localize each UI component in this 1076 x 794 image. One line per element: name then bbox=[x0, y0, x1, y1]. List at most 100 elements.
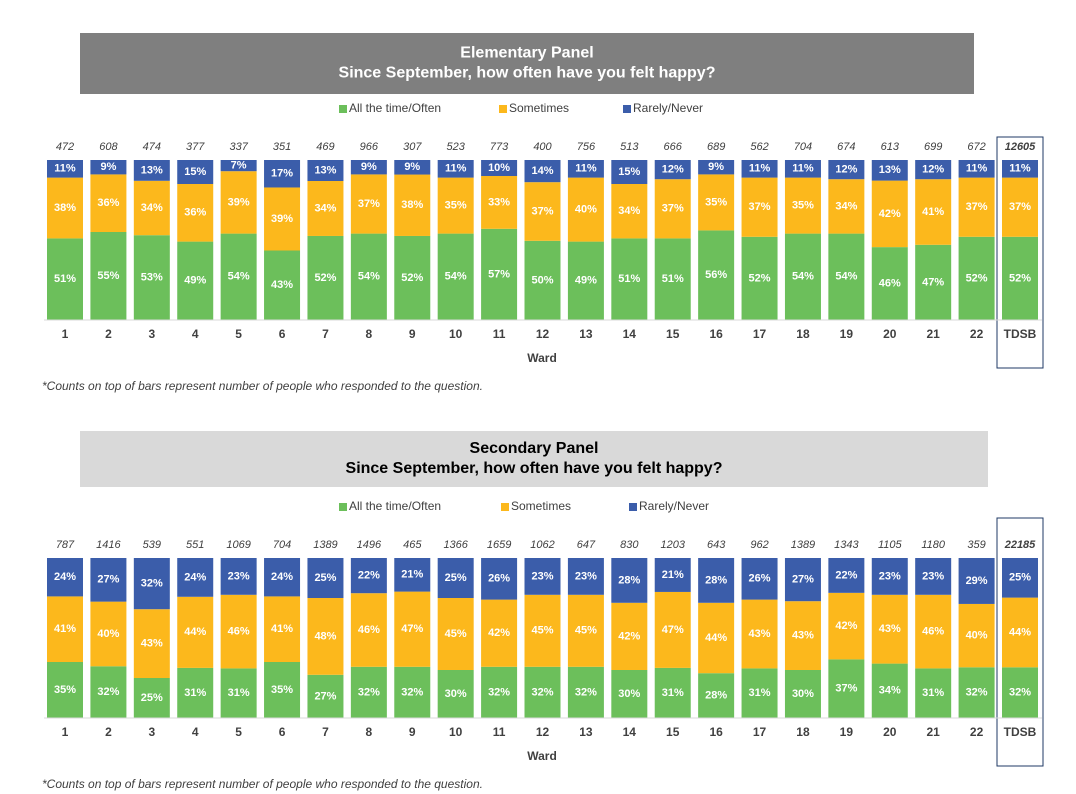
bar-segment bbox=[958, 177, 995, 237]
bar-segment bbox=[437, 233, 474, 320]
value-label: 50% bbox=[531, 274, 553, 286]
bar-segment bbox=[90, 666, 127, 718]
value-label: 10% bbox=[488, 162, 510, 174]
bar-segment bbox=[264, 662, 301, 718]
count-label: 689 bbox=[707, 141, 725, 153]
value-label: 35% bbox=[445, 200, 467, 212]
value-label: 14% bbox=[531, 165, 553, 177]
x-tick-label: 4 bbox=[192, 327, 199, 341]
value-label: 54% bbox=[835, 271, 857, 283]
x-tick-label: 1 bbox=[62, 327, 69, 341]
value-label: 34% bbox=[141, 202, 163, 214]
value-label: 24% bbox=[54, 571, 76, 583]
value-label: 45% bbox=[575, 625, 597, 637]
bar-segment bbox=[654, 667, 691, 718]
count-label: 359 bbox=[967, 539, 985, 551]
legend-marker bbox=[629, 503, 637, 511]
x-tick-label: 8 bbox=[366, 327, 373, 341]
value-label: 24% bbox=[271, 571, 293, 583]
value-label: 28% bbox=[618, 574, 640, 586]
value-label: 44% bbox=[1009, 626, 1031, 638]
bar-segment bbox=[611, 160, 648, 184]
legend-marker bbox=[501, 503, 509, 511]
bar-segment bbox=[481, 228, 518, 320]
count-label: 12605 bbox=[1005, 141, 1036, 153]
bar-segment bbox=[437, 598, 474, 670]
legend-label: Sometimes bbox=[509, 101, 569, 115]
value-label: 11% bbox=[966, 163, 988, 175]
chart-title: Elementary Panel bbox=[460, 45, 593, 62]
value-label: 32% bbox=[358, 686, 380, 698]
value-label: 46% bbox=[879, 277, 901, 289]
bar-segment bbox=[828, 592, 865, 660]
bar-segment bbox=[1002, 177, 1038, 237]
value-label: 12% bbox=[662, 164, 684, 176]
count-label: 1343 bbox=[834, 539, 859, 551]
bar-segment bbox=[90, 558, 127, 602]
value-label: 9% bbox=[404, 161, 420, 173]
value-label: 53% bbox=[141, 272, 163, 284]
bar-segment bbox=[915, 160, 952, 180]
x-tick-label: 20 bbox=[883, 725, 897, 739]
count-label: 674 bbox=[837, 141, 855, 153]
value-label: 12% bbox=[835, 164, 857, 176]
count-label: 472 bbox=[56, 141, 74, 153]
bar-segment bbox=[307, 181, 344, 236]
value-label: 31% bbox=[184, 687, 206, 699]
x-tick-label: 16 bbox=[709, 725, 723, 739]
value-label: 34% bbox=[879, 685, 901, 697]
bar-segment bbox=[177, 558, 214, 597]
legend-label: Sometimes bbox=[511, 499, 571, 513]
bar-segment bbox=[350, 666, 387, 718]
value-label: 43% bbox=[792, 630, 814, 642]
value-label: 27% bbox=[97, 574, 119, 586]
value-label: 30% bbox=[618, 688, 640, 700]
count-label: 1062 bbox=[530, 539, 554, 551]
value-label: 46% bbox=[922, 626, 944, 638]
bar-segment bbox=[437, 177, 474, 234]
bar-segment bbox=[394, 235, 431, 320]
count-label: 1105 bbox=[878, 539, 903, 551]
count-label: 523 bbox=[447, 141, 466, 153]
count-label: 666 bbox=[664, 141, 683, 153]
value-label: 25% bbox=[141, 692, 163, 704]
value-label: 23% bbox=[922, 570, 944, 582]
bar-segment bbox=[828, 558, 865, 593]
bar-segment bbox=[567, 594, 604, 667]
value-label: 33% bbox=[488, 196, 510, 208]
value-label: 27% bbox=[792, 574, 814, 586]
bar-segment bbox=[220, 558, 257, 595]
value-label: 54% bbox=[358, 271, 380, 283]
value-label: 54% bbox=[445, 271, 467, 283]
value-label: 44% bbox=[705, 632, 727, 644]
bar-segment bbox=[524, 182, 561, 241]
value-label: 37% bbox=[662, 203, 684, 215]
count-label: 377 bbox=[186, 141, 205, 153]
count-label: 1659 bbox=[487, 539, 511, 551]
bar-segment bbox=[784, 558, 821, 602]
bar-segment bbox=[307, 598, 344, 675]
legend-marker bbox=[623, 105, 631, 113]
bar-segment bbox=[1002, 236, 1038, 320]
bar-segment bbox=[220, 171, 257, 234]
x-tick-label: 18 bbox=[796, 725, 810, 739]
legend-label: All the time/Often bbox=[349, 499, 441, 513]
bar-segment bbox=[871, 247, 908, 320]
value-label: 32% bbox=[488, 686, 510, 698]
x-tick-label: 20 bbox=[883, 327, 897, 341]
value-label: 21% bbox=[662, 569, 684, 581]
bar-segment bbox=[698, 174, 735, 231]
value-label: 56% bbox=[705, 269, 727, 281]
value-label: 23% bbox=[531, 570, 553, 582]
value-label: 55% bbox=[97, 270, 119, 282]
bar-segment bbox=[1002, 597, 1038, 668]
count-label: 465 bbox=[403, 539, 422, 551]
legend-label: Rarely/Never bbox=[639, 499, 709, 513]
bar-segment bbox=[437, 670, 474, 718]
x-tick-label: 11 bbox=[493, 725, 506, 739]
bar-segment bbox=[220, 594, 257, 669]
bar-segment bbox=[177, 241, 214, 320]
x-tick-label: 15 bbox=[666, 725, 680, 739]
value-label: 37% bbox=[835, 683, 857, 695]
